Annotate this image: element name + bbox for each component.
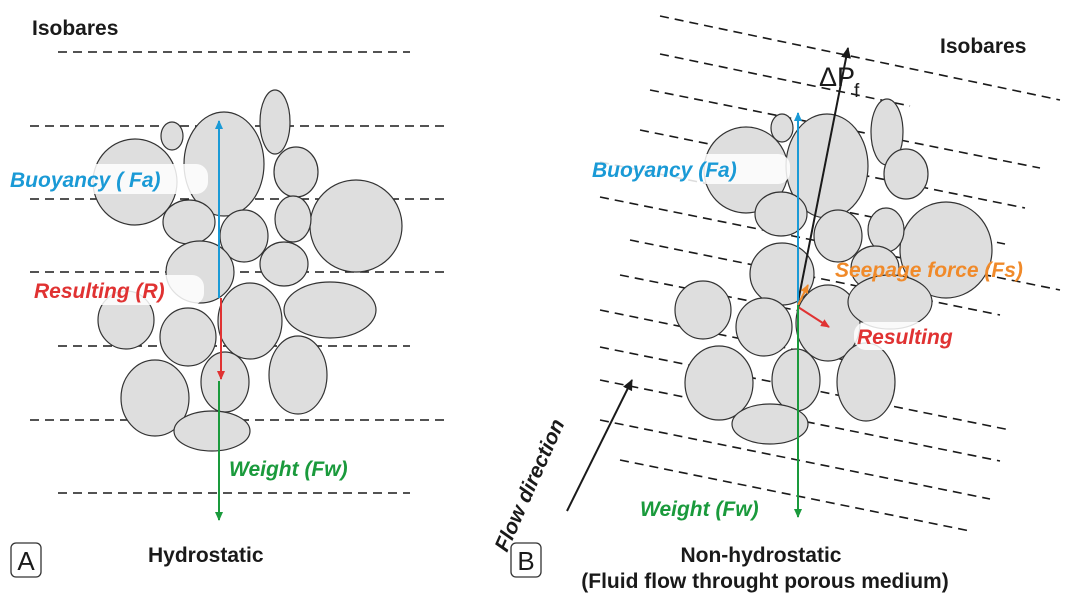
isobar-line bbox=[629, 239, 1001, 316]
grain bbox=[200, 351, 250, 413]
panel-a-letter-box bbox=[10, 542, 42, 578]
grain bbox=[847, 274, 933, 330]
panel-a-title: Isobares bbox=[32, 17, 118, 40]
grain bbox=[162, 199, 216, 245]
grain bbox=[309, 179, 403, 273]
grain bbox=[259, 241, 309, 287]
grain bbox=[160, 121, 184, 151]
panel-a-caption: Hydrostatic bbox=[148, 544, 264, 567]
panel-b-caption-line2: (Fluid flow throught porous medium) bbox=[581, 570, 948, 593]
grain bbox=[883, 148, 929, 200]
panel-a-force-arrows bbox=[215, 120, 225, 521]
grain bbox=[731, 403, 809, 445]
panel-a-letter: A bbox=[17, 546, 35, 576]
grain bbox=[735, 297, 793, 357]
flow-direction-arrow bbox=[566, 379, 633, 512]
isobar-line bbox=[599, 346, 1011, 431]
label-halo bbox=[854, 322, 984, 350]
panel-b-letter: B bbox=[517, 546, 534, 576]
flow-direction-label: Flow direction bbox=[491, 416, 570, 555]
label-halo bbox=[8, 164, 208, 194]
grain bbox=[283, 281, 377, 339]
panel-b: Isobares bbox=[491, 15, 1061, 593]
seepage-force-arrow bbox=[797, 284, 809, 306]
panel-b-caption-line1: Non-hydrostatic bbox=[680, 544, 841, 567]
grain bbox=[754, 191, 808, 237]
panel-a: Isobares bbox=[8, 17, 445, 578]
label-halo bbox=[32, 275, 204, 305]
resulting-label: Resulting (R) bbox=[34, 280, 165, 303]
grain bbox=[867, 207, 905, 253]
weight-label: Weight (Fw) bbox=[640, 498, 759, 521]
grain bbox=[159, 307, 217, 367]
grain bbox=[259, 89, 291, 155]
grain bbox=[836, 342, 896, 422]
panel-b-title: Isobares bbox=[940, 35, 1026, 58]
grain bbox=[273, 146, 319, 198]
grain bbox=[268, 335, 328, 415]
grain bbox=[674, 280, 732, 340]
grain bbox=[217, 282, 283, 360]
grain bbox=[274, 195, 312, 243]
grain bbox=[684, 345, 754, 421]
isobar-line bbox=[659, 15, 1061, 101]
resulting-label: Resulting bbox=[857, 326, 953, 349]
grain bbox=[770, 113, 794, 143]
grain bbox=[120, 359, 190, 437]
buoyancy-label: Buoyancy (Fa) bbox=[592, 159, 737, 182]
grain bbox=[771, 348, 821, 412]
pressure-subscript: f bbox=[854, 81, 860, 102]
isobar-line bbox=[599, 419, 991, 500]
isobar-line bbox=[659, 53, 911, 107]
panel-b-force-arrows bbox=[566, 47, 851, 518]
panel-a-grains bbox=[92, 89, 403, 452]
grain bbox=[173, 410, 251, 452]
pressure-label: ΔP f bbox=[819, 62, 860, 102]
pressure-gradient-arrow bbox=[797, 47, 851, 303]
grain bbox=[899, 201, 993, 299]
seepage-label: Seepage force (Fs) bbox=[835, 259, 1023, 282]
grain bbox=[813, 209, 863, 263]
pressure-symbol: ΔP bbox=[819, 62, 855, 92]
weight-label: Weight (Fw) bbox=[229, 458, 348, 481]
isobar-line bbox=[599, 379, 1001, 462]
panel-b-grains bbox=[674, 98, 993, 445]
buoyancy-label: Buoyancy ( Fa) bbox=[10, 169, 161, 192]
panel-b-letter-box bbox=[510, 542, 542, 578]
label-halo bbox=[590, 154, 790, 184]
resulting-arrow bbox=[797, 306, 830, 328]
